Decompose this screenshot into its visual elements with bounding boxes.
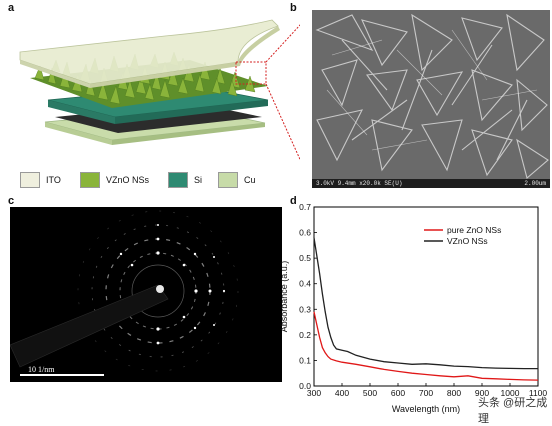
ito-layer xyxy=(19,19,279,85)
panel-label-c: c xyxy=(8,195,15,207)
legend-swatch-cu xyxy=(218,172,238,188)
saed-image: 10 1/nm xyxy=(10,207,282,382)
legend-swatch-ito xyxy=(20,172,40,188)
legend-swatch-si xyxy=(168,172,188,188)
x-tick-label-2: 500 xyxy=(363,388,377,398)
y-tick-label-1: 0.1 xyxy=(299,355,311,365)
x-tick-label-7: 1000 xyxy=(501,388,520,398)
sem-info-bar: 3.0kV 9.4mm x20.0k SE(U) 2.00um xyxy=(312,179,550,188)
sem-image: 3.0kV 9.4mm x20.0k SE(U) 2.00um xyxy=(312,10,550,188)
x-tick-label-1: 400 xyxy=(335,388,349,398)
zoom-box xyxy=(235,61,267,85)
x-tick-label-0: 300 xyxy=(307,388,321,398)
y-tick-label-4: 0.4 xyxy=(299,279,311,289)
legend-item-si: Si xyxy=(168,172,202,188)
x-tick-label-6: 900 xyxy=(475,388,489,398)
legend-label-0: pure ZnO NSs xyxy=(447,225,501,235)
sem-info: 3.0kV 9.4mm x20.0k SE(U) xyxy=(316,180,403,187)
legend-label-si: Si xyxy=(194,175,203,185)
legend-label-ito: ITO xyxy=(46,175,61,185)
y-tick-label-7: 0.7 xyxy=(299,202,311,212)
legend-item-vzno: VZnO NSs xyxy=(80,172,149,188)
x-tick-label-5: 800 xyxy=(447,388,461,398)
legend-label-vzno: VZnO NSs xyxy=(106,175,150,185)
y-tick-label-5: 0.5 xyxy=(299,253,311,263)
legend-label-1: VZnO NSs xyxy=(447,236,488,246)
saed-scale-label: 10 1/nm xyxy=(28,365,55,374)
x-axis-label: Wavelength (nm) xyxy=(392,404,460,414)
panel-label-a: a xyxy=(8,2,15,14)
legend-label-cu: Cu xyxy=(244,175,256,185)
y-tick-label-2: 0.2 xyxy=(299,330,311,340)
sem-texture xyxy=(312,10,550,179)
plot-frame xyxy=(313,206,539,387)
series-line-1 xyxy=(313,237,538,370)
series-line-0 xyxy=(313,311,539,381)
sem-scale: 2.00um xyxy=(524,180,546,187)
x-tick-label-4: 700 xyxy=(419,388,433,398)
y-tick-label-6: 0.6 xyxy=(299,228,311,238)
legend-swatch-vzno xyxy=(80,172,100,188)
legend-item-cu: Cu xyxy=(218,172,256,188)
y-tick-label-3: 0.3 xyxy=(299,304,311,314)
device-schematic xyxy=(19,19,300,161)
saed-pattern xyxy=(10,210,239,372)
beam-stop xyxy=(10,284,169,368)
watermark: 头条 @研之成理 xyxy=(478,397,548,425)
x-tick-label-3: 600 xyxy=(391,388,405,398)
y-tick-label-0: 0.0 xyxy=(299,381,311,391)
saed-scale-bar xyxy=(20,374,104,376)
x-tick-label-8: 1100 xyxy=(529,388,548,398)
legend-item-ito: ITO xyxy=(20,172,61,188)
y-axis-label: Absorbance (a.u.) xyxy=(279,261,289,333)
panel-label-b: b xyxy=(290,2,297,14)
panel-label-d: d xyxy=(290,195,297,207)
